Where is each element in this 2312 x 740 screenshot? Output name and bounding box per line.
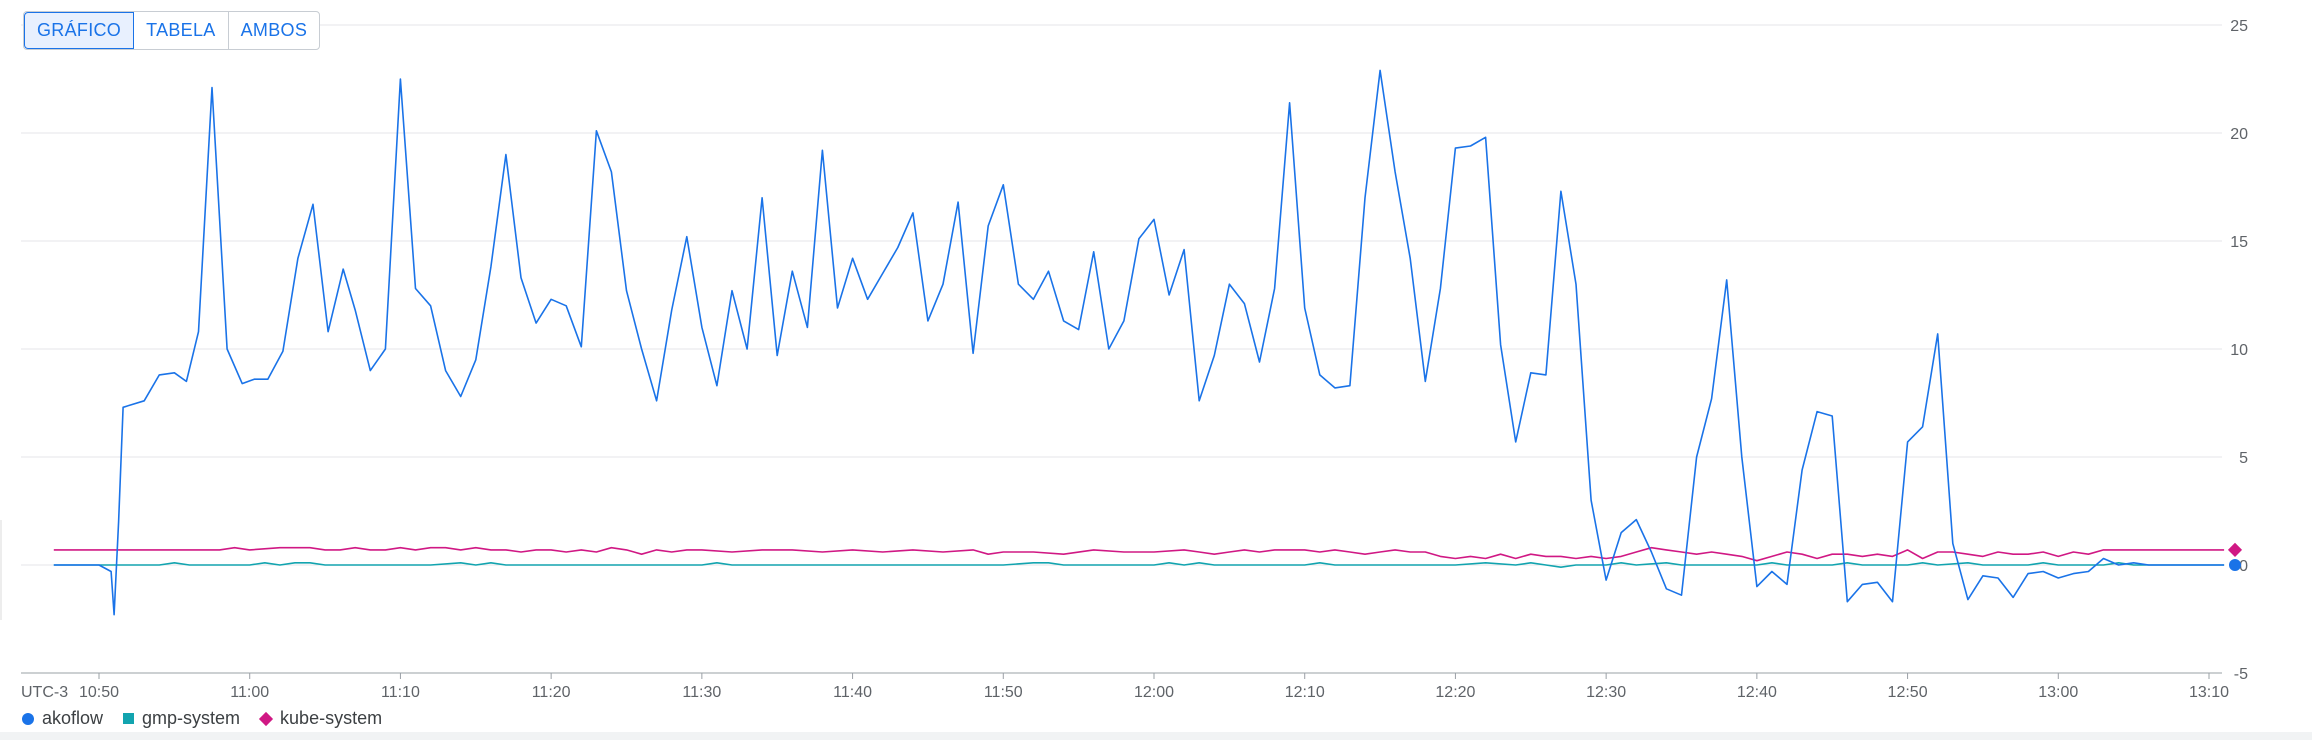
- bottom-panel-strip: [0, 732, 2312, 740]
- x-tick-label: 12:50: [1888, 684, 1928, 701]
- square-marker-icon: [123, 713, 135, 724]
- diamond-marker-icon: [258, 711, 274, 726]
- legend-label: gmp-system: [142, 708, 241, 728]
- x-tick-label: 11:00: [230, 684, 269, 701]
- legend-item-kube-system[interactable]: kube-system: [258, 708, 383, 729]
- x-tick-label: 11:20: [532, 684, 571, 701]
- series-line-kube-system: [53, 546, 2225, 562]
- legend-label: akoflow: [42, 708, 104, 728]
- y-tick-label: 5: [2239, 450, 2248, 467]
- x-axis: UTC-3 10:50 11:00 11:10 11:20 11:30 11:40 11:50…: [21, 672, 2229, 701]
- legend-item-gmp-system[interactable]: gmp-system: [123, 708, 240, 729]
- x-tick-label: 12:00: [1134, 684, 1174, 701]
- y-axis-ticks: 25 20 15 10 5 0 -5: [2230, 18, 2248, 683]
- y-tick-label: 10: [2230, 342, 2248, 359]
- x-tick-label: 12:30: [1586, 684, 1626, 701]
- timezone-label: UTC-3: [21, 684, 68, 701]
- x-tick-label: 12:20: [1435, 684, 1475, 701]
- y-tick-label: 15: [2230, 234, 2248, 251]
- view-toggle: GRÁFICO TABELA AMBOS: [23, 11, 321, 50]
- end-marker-akoflow: [2229, 559, 2241, 571]
- y-tick-label: 20: [2230, 126, 2248, 143]
- x-tick-label: 12:40: [1737, 684, 1777, 701]
- y-tick-label: 0: [2239, 558, 2248, 575]
- x-tick-label: 13:00: [2038, 684, 2078, 701]
- x-tick-label: 10:50: [79, 684, 119, 701]
- circle-marker-icon: [22, 712, 34, 725]
- end-marker-kube-system: [2227, 542, 2243, 557]
- x-tick-label: 11:50: [984, 684, 1023, 701]
- x-tick-label: 12:10: [1285, 684, 1325, 701]
- x-tick-label: 13:10: [2189, 684, 2229, 701]
- toggle-tabela-button[interactable]: TABELA: [134, 12, 229, 49]
- series-line-gmp-system: [53, 562, 2225, 568]
- toggle-grafico-button[interactable]: GRÁFICO: [24, 12, 135, 49]
- y-tick-label: 25: [2230, 18, 2248, 35]
- x-tick-label: 11:40: [833, 684, 872, 701]
- toggle-ambos-button[interactable]: AMBOS: [240, 20, 308, 40]
- series-line-akoflow: [53, 69, 2225, 616]
- series-lines: [53, 69, 2225, 616]
- grid-lines: [21, 24, 2222, 674]
- x-tick-label: 11:30: [682, 684, 721, 701]
- series-end-markers: [2227, 542, 2243, 571]
- legend-item-akoflow[interactable]: akoflow: [22, 708, 103, 729]
- chart-legend: akoflow gmp-system kube-system: [22, 708, 382, 729]
- legend-label: kube-system: [280, 708, 383, 728]
- panel-edge: [0, 520, 2, 620]
- x-tick-label: 11:10: [381, 684, 420, 701]
- y-tick-label: -5: [2234, 666, 2248, 683]
